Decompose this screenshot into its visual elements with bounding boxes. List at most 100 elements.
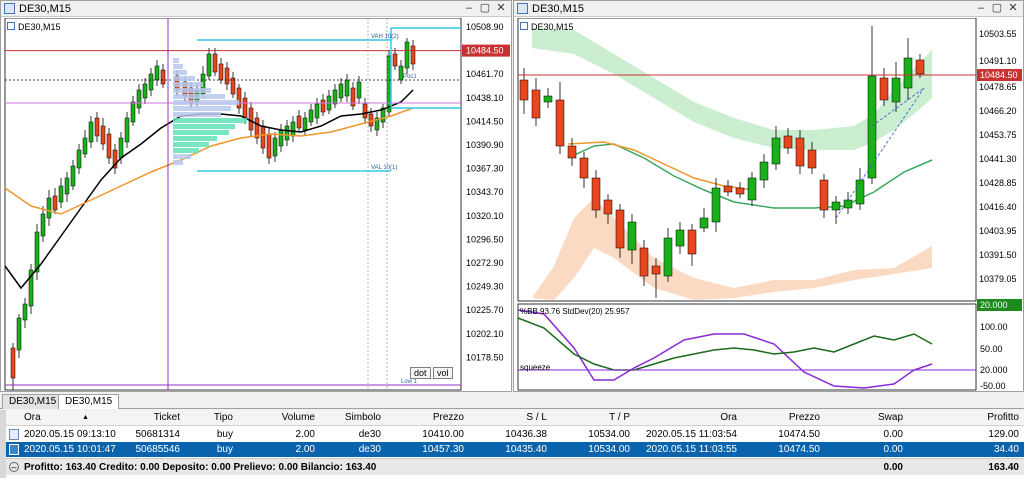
col-prezzo[interactable]: Prezzo (432, 412, 464, 423)
tab-chart-1[interactable]: DE30,M15 (2, 394, 64, 409)
candle-body (531, 89, 541, 119)
col-ora[interactable]: Ora (24, 412, 41, 423)
candle-body (136, 89, 142, 109)
candle-body (855, 179, 865, 205)
cell-swap: 0.00 (883, 429, 903, 440)
chart-window-titlebar[interactable]: DE30,M15 – ▢ ✕ (1, 1, 511, 17)
col-sl[interactable]: S / L (526, 412, 547, 423)
volume-profile-bar (173, 106, 231, 111)
cell-sl: 10436.38 (505, 429, 547, 440)
volume-profile-bar (173, 130, 229, 135)
volume-profile-bar (173, 112, 221, 117)
candle-body (819, 179, 829, 211)
table-row[interactable]: 2020.05.15 09:13:10 50681314 buy 2.00 de… (0, 427, 1024, 442)
candle-body (891, 77, 901, 103)
candle-body (212, 53, 218, 73)
current-price-box (462, 44, 510, 57)
current-price-box (977, 69, 1022, 81)
maximize-icon[interactable]: ▢ (479, 2, 491, 14)
price-tick-label: 10438.10 (466, 93, 504, 103)
candle-body (699, 217, 709, 229)
minimize-icon[interactable]: – (977, 2, 985, 14)
price-tick-label: 10508.90 (466, 22, 504, 32)
candle-body (771, 137, 781, 165)
candle-body (236, 87, 242, 109)
candle-body (296, 115, 302, 129)
candle-body (675, 229, 685, 247)
candle-body (867, 75, 877, 179)
chart-window-left[interactable]: DE30,M15 – ▢ ✕ 10508.9010484.5010461.701… (0, 0, 512, 392)
candle-body (82, 137, 88, 155)
candle-body (88, 121, 94, 143)
profile-label-vah: VAH 10(2) (371, 34, 399, 40)
price-tick-label: 10428.85 (979, 178, 1017, 188)
indicator-value-label: 20.000 (980, 300, 1008, 310)
candle-body (206, 53, 212, 77)
toolbox-side-handle[interactable] (0, 410, 6, 478)
col-swap[interactable]: Swap (877, 412, 903, 423)
minimize-icon[interactable]: – (465, 2, 473, 14)
cell-prezzo: 10457.30 (422, 444, 464, 455)
col-simbolo[interactable]: Simbolo (344, 412, 381, 423)
candle-body (224, 67, 230, 85)
cell-ora-close: 2020.05.15 11:03:54 (645, 429, 737, 440)
col-tp[interactable]: T / P (609, 412, 630, 423)
indicator-tick-label: 100.00 (980, 322, 1008, 332)
trade-entry-line (835, 87, 925, 219)
price-chart-bollinger[interactable]: 10503.55 10491.10 10478.65 10466.20 10453.75… (514, 18, 1023, 392)
chart-window-titlebar[interactable]: DE30,M15 – ▢ ✕ (514, 1, 1023, 17)
volume-profile-bar (173, 124, 235, 129)
candle-body (70, 165, 76, 187)
col-profitto[interactable]: Profitto (987, 412, 1019, 423)
candle-body (651, 265, 661, 275)
sort-arrow-icon: ▲ (82, 414, 89, 421)
candle-body (735, 187, 745, 195)
cell-sl: 10435.40 (505, 444, 547, 455)
col-ora-close[interactable]: Ora (720, 412, 737, 423)
col-volume[interactable]: Volume (281, 412, 315, 423)
col-ticket[interactable]: Ticket (153, 412, 180, 423)
volume-profile-bar (173, 136, 217, 141)
candle-body (404, 41, 410, 69)
chart-window-icon (517, 3, 528, 14)
price-tick-label: 10453.75 (979, 130, 1017, 140)
candle-body (663, 237, 673, 277)
candle-body (302, 117, 308, 131)
col-prezzo-current[interactable]: Prezzo (788, 412, 820, 423)
price-tick-label: 10414.50 (466, 116, 504, 126)
candle-body (783, 135, 793, 149)
volume-profile-bar (173, 142, 209, 147)
candle-body (272, 137, 278, 157)
candle-body (362, 103, 368, 119)
candle-body (130, 101, 136, 123)
tab-chart-2[interactable]: DE30,M15 (58, 394, 120, 409)
profile-label-poc: Poc1 (403, 74, 417, 80)
maximize-icon[interactable]: ▢ (991, 2, 1003, 14)
close-icon[interactable]: ✕ (1008, 2, 1018, 14)
candle-body (266, 133, 272, 159)
volume-profile-bar (173, 160, 183, 165)
candle-body (58, 185, 64, 203)
volume-profile-bar (173, 118, 247, 123)
cell-prezzo: 10410.00 (422, 429, 464, 440)
col-tipo[interactable]: Tipo (213, 412, 233, 423)
close-icon[interactable]: ✕ (496, 2, 506, 14)
price-tick-label: 10379.05 (979, 274, 1017, 284)
candle-body (711, 187, 721, 223)
summary-swap: 0.00 (883, 462, 903, 473)
vol-button[interactable]: vol (433, 367, 453, 379)
current-price-label: 10484.50 (980, 70, 1018, 80)
chart-window-right[interactable]: DE30,M15 – ▢ ✕ 10503.55 10491.10 10478.65 1… (513, 0, 1024, 392)
price-chart[interactable]: 10508.90 10484.50 10461.70 10438.10 10414.50… (1, 18, 511, 392)
candle-body (338, 83, 344, 99)
chart-window-title: DE30,M15 (19, 2, 71, 15)
candle-body (218, 63, 224, 81)
price-tick-label: 10461.70 (466, 69, 504, 79)
cell-simbolo: de30 (358, 429, 381, 440)
chart-window-title: DE30,M15 (532, 2, 584, 15)
candle-body (627, 221, 637, 251)
candle-body (100, 125, 106, 145)
dot-button[interactable]: dot (410, 367, 431, 379)
indicator-label: %BB 93.76 StdDev(20) 25.957 (520, 307, 630, 316)
table-row-selected[interactable]: 2020.05.15 10:01:47 50685546 buy 2.00 de… (0, 442, 1024, 457)
